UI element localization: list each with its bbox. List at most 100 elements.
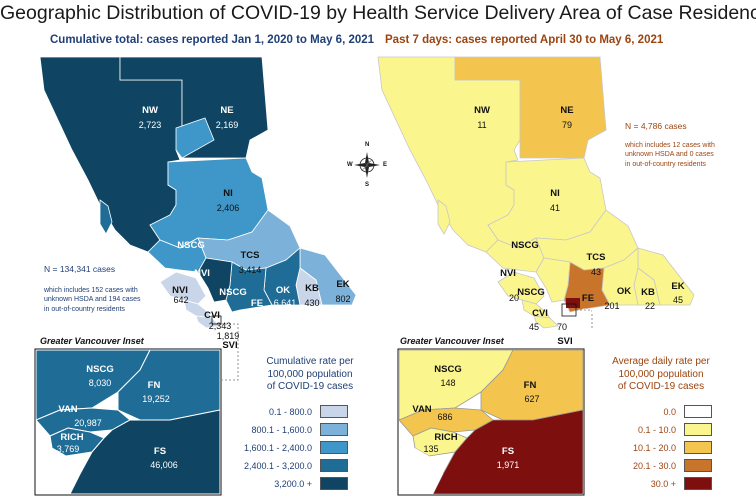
right-value-svi: 70: [556, 322, 568, 332]
left-value-ne: 2,169: [215, 120, 239, 130]
right-legend-swatch: [684, 459, 712, 472]
right-legend-title: Average daily rate per 100,000 populatio…: [612, 356, 710, 392]
right-label-ok: OK: [616, 286, 632, 297]
right-legend-item: 20.1 - 30.0: [590, 458, 712, 473]
right-map-subtitle: Past 7 days: cases reported April 30 to …: [385, 34, 664, 46]
right-label-kb: KB: [641, 287, 655, 298]
left-label-tcs: TCS: [240, 250, 260, 261]
right-legend-swatch: [684, 477, 712, 490]
right-region-fs: [566, 298, 580, 308]
left-value-ok: 6,641: [273, 298, 297, 308]
right-region-nscg-2: [535, 257, 571, 303]
right-legend-item: 0.0: [590, 404, 712, 419]
left-legend-swatch: [320, 477, 348, 490]
right-region-svi[interactable]: [533, 315, 559, 329]
right-legend-swatch: [684, 441, 712, 454]
left-label-nvi: NVI: [172, 285, 188, 296]
right-inset-sea: [399, 448, 443, 494]
right-legend-swatch: [684, 423, 712, 436]
left-legend-swatch: [320, 459, 348, 472]
left-region-nvi[interactable]: [159, 271, 207, 305]
left-inset-fs[interactable]: [69, 409, 220, 494]
left-inset-title: Greater Vancouver Inset: [40, 336, 144, 346]
left-legend-label: 3,200.0 +: [274, 478, 312, 489]
left-label-svi: SVI: [222, 340, 238, 351]
right-inset-value-fs: 1,971: [496, 460, 520, 470]
left-label-ne: NE: [220, 105, 234, 116]
left-inset-label-van: VAN: [58, 404, 78, 415]
right-value-kb: 22: [644, 301, 656, 311]
right-province-map: [377, 56, 695, 329]
compass-rose-icon: [354, 152, 380, 178]
left-legend-label: 1,600.1 - 2,400.0: [243, 442, 312, 453]
right-legend-swatch: [684, 405, 712, 418]
left-legend-swatch: [320, 441, 348, 454]
right-inset-label-nscg: NSCG: [434, 364, 462, 375]
left-label-cvi: CVI: [204, 310, 220, 321]
left-region-svi[interactable]: [195, 315, 221, 329]
left-legend-swatch: [320, 423, 348, 436]
right-inset-label-van: VAN: [412, 404, 432, 415]
right-label-nw: NW: [474, 105, 490, 116]
right-value-ek: 45: [672, 295, 684, 305]
left-label-ek: EK: [336, 279, 350, 290]
right-inset-title: Greater Vancouver Inset: [400, 336, 504, 346]
compass-n: N: [365, 142, 370, 148]
left-legend-swatch: [320, 405, 348, 418]
right-inset-value-nscg: 148: [440, 378, 456, 388]
left-inset-label-fs: FS: [153, 446, 167, 457]
right-label-fe: FE: [581, 293, 595, 304]
right-inset-label-fs: FS: [501, 446, 515, 457]
left-haida-gwaii: [99, 199, 113, 235]
right-total-note: which includes 12 cases with unknown HSD…: [625, 142, 715, 168]
right-value-ok: 201: [604, 301, 620, 311]
right-label-nscg: NSCG: [511, 240, 539, 251]
left-map-subtitle: Cumulative total: cases reported Jan 1, …: [50, 34, 375, 46]
left-inset-sea: [36, 448, 80, 494]
left-value-nw: 2,723: [138, 120, 162, 130]
left-legend-label: 800.1 - 1,600.0: [251, 424, 312, 435]
left-inset-map: [34, 348, 222, 496]
left-total-cases: N = 134,341 cases: [44, 264, 116, 274]
left-label-kb: KB: [305, 283, 319, 294]
left-inset-label-rich: RICH: [60, 432, 84, 443]
compass-e: E: [383, 162, 388, 168]
right-legend-label: 0.1 - 10.0: [637, 424, 676, 435]
left-label-ok: OK: [275, 285, 291, 296]
right-value-ni: 41: [549, 203, 561, 213]
left-inset-label-nscg: NSCG: [86, 364, 114, 375]
right-value-nvi: 20: [508, 293, 520, 303]
right-legend-item: 30.0 +: [590, 476, 712, 491]
right-region-nvi[interactable]: [497, 271, 545, 305]
right-value-tcs: 43: [590, 267, 602, 277]
right-inset-fs[interactable]: [432, 409, 583, 494]
right-inset-label-fn: FN: [523, 380, 537, 391]
left-legend-item: 1,600.1 - 2,400.0: [226, 440, 348, 455]
right-haida-gwaii: [437, 199, 451, 235]
left-label-nw: NW: [142, 105, 158, 116]
right-inset-value-fn: 627: [524, 394, 540, 404]
compass-s: S: [365, 182, 370, 188]
right-value-ne: 79: [561, 120, 573, 130]
left-value-tcs: 3,414: [238, 265, 262, 275]
right-legend-label: 30.0 +: [650, 478, 676, 489]
left-inset-value-fn: 19,252: [142, 394, 170, 404]
right-inset-connector: [576, 309, 593, 330]
right-legend-label: 0.0: [663, 406, 676, 417]
right-label-svi: SVI: [557, 336, 573, 347]
left-region-ne-south: [175, 117, 215, 159]
right-legend-item: 0.1 - 10.0: [590, 422, 712, 437]
left-legend-title: Cumulative rate per 100,000 population o…: [266, 356, 354, 392]
right-label-tcs: TCS: [586, 252, 606, 263]
left-legend-item: 0.1 - 800.0: [226, 404, 348, 419]
left-total-note: which includes 152 cases with unknown HS…: [44, 287, 141, 313]
right-total-cases: N = 4,786 cases: [625, 121, 687, 131]
left-value-cvi: 2,343: [208, 321, 232, 331]
left-value-svi: 1,819: [216, 331, 240, 341]
left-legend-label: 0.1 - 800.0: [268, 406, 312, 417]
left-legend-label: 2,400.1 - 3,200.0: [243, 460, 312, 471]
right-label-ne: NE: [560, 105, 574, 116]
right-legend-item: 10.1 - 20.0: [590, 440, 712, 455]
right-inset-map: [397, 348, 585, 496]
